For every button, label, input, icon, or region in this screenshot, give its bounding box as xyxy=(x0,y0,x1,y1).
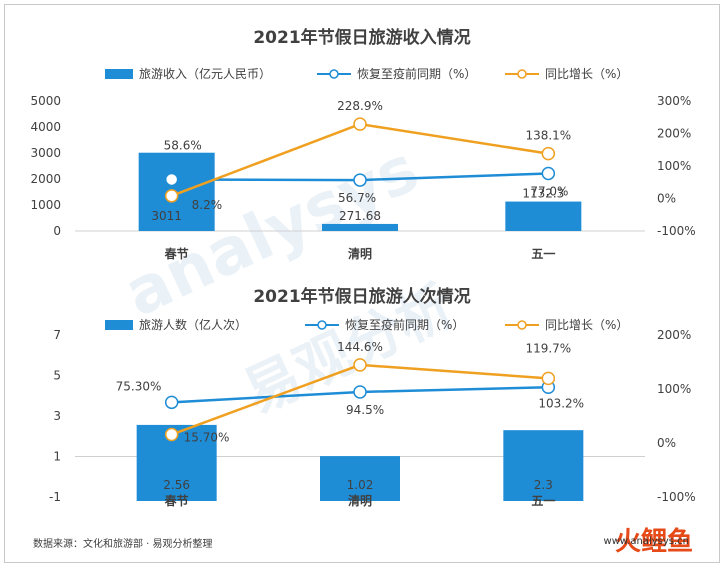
series-point xyxy=(164,172,179,187)
y-tick-label: 2000 xyxy=(30,172,61,186)
legend-bar-swatch xyxy=(105,68,133,79)
chart2-legend: 旅游人数（亿人次） 恢复至疫前同期（%） 同比增长（%） xyxy=(5,316,719,336)
chart1-legend: 旅游收入（亿元人民币） 恢复至疫前同期（%） 同比增长（%） xyxy=(5,65,719,85)
legend-label: 恢复至疫前同期（%） xyxy=(345,318,465,332)
bar-value-label: 3011 xyxy=(151,209,182,223)
bar xyxy=(322,223,398,231)
series-point xyxy=(541,146,556,161)
bar-value-label: 1.02 xyxy=(347,478,374,492)
bar-value-label: 1132.3 xyxy=(522,187,564,201)
series-point xyxy=(164,395,179,410)
legend-bar-swatch xyxy=(105,319,133,330)
series-value-label: 103.2% xyxy=(538,396,584,410)
legend-item-revenue: 旅游收入（亿元人民币） xyxy=(105,65,271,82)
bar-value-label: 2.3 xyxy=(534,478,553,492)
y-tick-label: 4000 xyxy=(30,120,61,134)
legend-line-swatch xyxy=(505,68,539,79)
y-tick-label: 7 xyxy=(53,328,61,342)
bar-value-label: 2.56 xyxy=(163,478,190,492)
y2-tick-label: 200% xyxy=(657,328,691,342)
series-value-label: 77.0% xyxy=(530,184,568,198)
category-label: 春节 xyxy=(164,246,189,261)
series-value-label: 228.9% xyxy=(337,99,383,113)
legend-label: 同比增长（%） xyxy=(545,318,629,332)
legend-label: 同比增长（%） xyxy=(545,67,629,81)
legend-item-growth-2: 同比增长（%） xyxy=(505,316,628,333)
series-point xyxy=(541,371,556,386)
y-tick-label: -1 xyxy=(49,490,61,504)
series-value-label: 75.30% xyxy=(116,379,162,393)
y2-tick-label: 0% xyxy=(657,192,676,206)
legend-label: 旅游收入（亿元人民币） xyxy=(139,67,272,81)
legend-label: 旅游人数（亿人次） xyxy=(139,318,248,332)
series-point xyxy=(353,117,367,131)
source-note: 数据来源：文化和旅游部 · 易观分析整理 xyxy=(33,539,213,550)
legend-label: 恢复至疫前同期（%） xyxy=(357,67,477,81)
y2-tick-label: 100% xyxy=(657,159,691,173)
category-label: 清明 xyxy=(348,246,372,261)
chart1-title: 2021年节假日旅游收入情况 xyxy=(253,28,471,48)
y2-tick-label: 100% xyxy=(657,382,691,396)
bar xyxy=(505,201,582,231)
category-label: 春节 xyxy=(164,493,189,508)
series-point xyxy=(353,173,367,187)
y-tick-label: 3000 xyxy=(30,146,61,160)
y-tick-label: 5 xyxy=(53,369,61,383)
y-tick-label: 1000 xyxy=(30,198,61,212)
legend-line-swatch xyxy=(317,68,351,79)
series-value-label: 119.7% xyxy=(525,341,571,355)
series-value-label: 8.2% xyxy=(192,198,223,212)
series-value-label: 94.5% xyxy=(346,403,384,417)
category-label: 五一 xyxy=(531,247,555,261)
legend-item-visitors: 旅游人数（亿人次） xyxy=(105,316,247,333)
series-value-label: 15.70% xyxy=(184,431,230,445)
y2-tick-label: -100% xyxy=(657,224,696,238)
legend-item-growth: 同比增长（%） xyxy=(505,65,628,82)
series-point xyxy=(353,358,367,372)
brand-url: www.analysys.cn xyxy=(603,536,689,547)
y2-tick-label: 200% xyxy=(657,127,691,141)
y2-tick-label: 300% xyxy=(657,94,691,108)
y-tick-label: 0 xyxy=(53,224,61,238)
series-point xyxy=(541,166,556,181)
bar-value-label: 271.68 xyxy=(339,209,381,223)
series-point xyxy=(164,427,179,442)
bar xyxy=(503,430,584,501)
legend-line-swatch xyxy=(505,319,539,330)
legend-item-recovery-2: 恢复至疫前同期（%） xyxy=(305,316,464,333)
series-point xyxy=(353,385,367,399)
brand-logo: 火鲤鱼 xyxy=(614,527,693,557)
series-value-label: 56.7% xyxy=(338,191,376,205)
legend-item-recovery: 恢复至疫前同期（%） xyxy=(317,65,476,82)
y2-tick-label: 0% xyxy=(657,436,676,450)
y-tick-label: 5000 xyxy=(30,94,61,108)
y-tick-label: 1 xyxy=(53,450,61,464)
chart-frame: analysys 易观分析 2021年节假日旅游收入情况 旅游收入（亿元人民币）… xyxy=(4,4,720,563)
legend-line-swatch xyxy=(305,319,339,330)
series-point xyxy=(164,189,179,203)
series-value-label: 138.1% xyxy=(525,129,571,143)
chart2-title: 2021年节假日旅游人次情况 xyxy=(253,287,471,307)
y-tick-label: 3 xyxy=(53,409,61,423)
y2-tick-label: -100% xyxy=(657,490,696,504)
bar xyxy=(320,456,400,501)
category-label: 五一 xyxy=(531,494,555,508)
series-value-label: 144.6% xyxy=(337,340,383,354)
category-label: 清明 xyxy=(348,493,372,508)
chart-canvas: 5000 4000 3000 2000 1000 0 300% 200% 100% 0% -100%… xyxy=(30,94,696,508)
series-value-label: 58.6% xyxy=(164,138,202,152)
